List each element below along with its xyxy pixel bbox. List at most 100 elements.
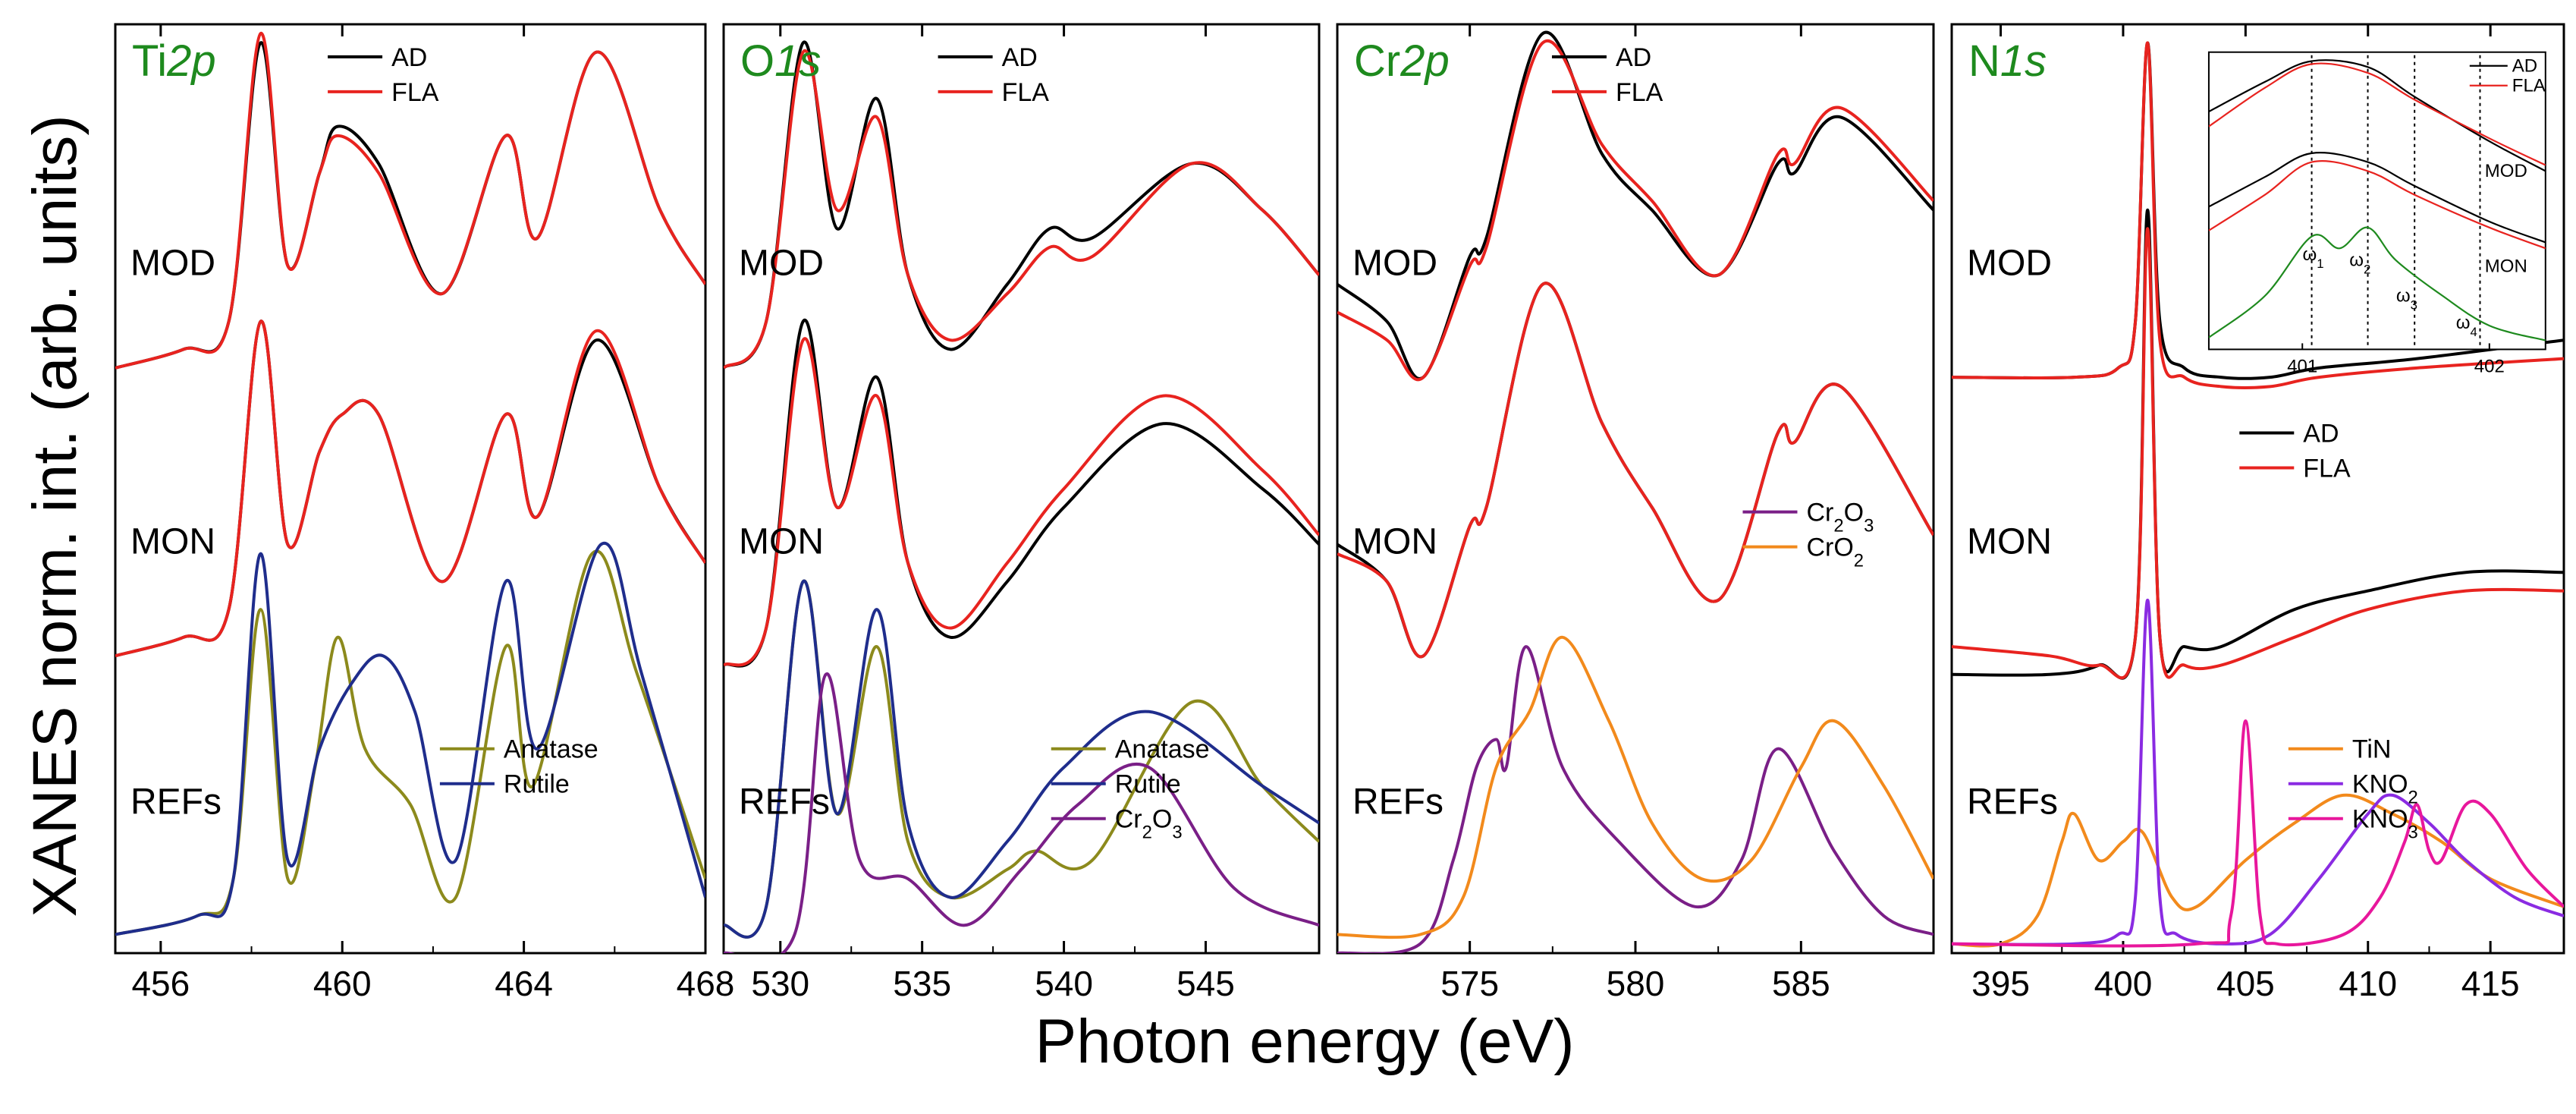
panel-n: 395 400 405 410 415N1sMODMONREFsADFLATiNKNO2…: [1950, 23, 2565, 1003]
row-label-mon: MON: [130, 522, 215, 562]
series-mon-ad: [1337, 282, 1934, 659]
x-tick-label: 460: [313, 964, 372, 1003]
series-mod-fla: [1952, 41, 2564, 389]
row-label-refs: REFs: [1352, 782, 1444, 822]
legend-0: AD FLA: [2239, 420, 2351, 483]
legend-entry-rutile: Rutile: [504, 770, 570, 799]
x-tick-label: 585: [1772, 964, 1830, 1003]
legend-0: AD FLA: [328, 43, 439, 107]
legend-entry-tin: TiN: [2352, 735, 2392, 764]
inset-omega-label: ω3: [2396, 286, 2417, 313]
series-rutile: [115, 541, 705, 936]
series-mon-fla: [724, 337, 1319, 667]
row-label-mod: MOD: [1352, 243, 1437, 283]
legend-entry-ad: AD: [1002, 43, 1038, 72]
y-axis-title: XANES norm. int. (arb. units): [20, 115, 90, 917]
legend-entry-anatase: Anatase: [504, 735, 598, 764]
panel-frame: [114, 23, 707, 955]
series-tin: [1952, 793, 2564, 948]
x-tick-label: 535: [893, 964, 951, 1003]
x-tick-label: 456: [131, 964, 190, 1003]
legend-entry-fla: FLA: [1616, 78, 1663, 107]
inset-row-label-mod: MOD: [2485, 161, 2527, 181]
edge-label: O1s: [740, 36, 821, 86]
row-label-mon: MON: [739, 522, 824, 562]
inset-x-tick-label: 401: [2287, 356, 2317, 376]
legend-entry-cr2o3: Cr2O3: [1806, 499, 1874, 537]
series-group: [724, 40, 1319, 953]
inset-omega-label: ω2: [2349, 250, 2370, 277]
edge-label: Cr2p: [1354, 36, 1450, 86]
panel-ti: 456 460 464 468 Ti2p MOD MON REFs AD FLA Anatase Ru…: [114, 23, 735, 1003]
x-tick-label: 468: [677, 964, 735, 1003]
x-tick-label: 580: [1607, 964, 1665, 1003]
legend-entry-cro2: CrO2: [1806, 533, 1864, 571]
panels-group: 456 460 464 468Ti2pMODMONREFsADFLAAnataseRu…: [114, 23, 2565, 1003]
row-label-mon: MON: [1352, 522, 1437, 562]
legend-entry-cr2o3: Cr2O3: [1115, 805, 1183, 843]
legend-0: AD FLA: [1551, 43, 1663, 107]
x-tick-label: 545: [1176, 964, 1235, 1003]
row-label-mod: MOD: [1967, 243, 2052, 283]
x-tick-label: 540: [1035, 964, 1093, 1003]
legend-1: Anatase Rutile: [439, 735, 598, 799]
inset-legend-fla: FLA: [2512, 76, 2546, 96]
legend-entry-fla: FLA: [2303, 455, 2351, 483]
series-cr2o3: [724, 672, 1319, 953]
inset-frame: [2207, 51, 2546, 351]
inset-legend-ad: AD: [2512, 56, 2537, 77]
x-tick-label: 464: [495, 964, 553, 1003]
series-mon-fla: [1337, 282, 1934, 659]
x-tick-label: 410: [2339, 964, 2397, 1003]
edge-label: Ti2p: [132, 36, 216, 86]
series-mon-fla: [115, 319, 705, 658]
x-tick-label: 400: [2094, 964, 2153, 1003]
legend-entry-ad: AD: [2303, 420, 2339, 448]
inset-series-inset-mod-fla: [2208, 62, 2546, 166]
row-label-refs: REFs: [1967, 782, 2058, 822]
series-rutile: [724, 579, 1319, 939]
legend-entry-kno3: KNO3: [2352, 805, 2418, 843]
series-cro2: [1337, 635, 1934, 939]
series-anatase: [115, 549, 705, 936]
inset-series-inset-mon-ad: [2208, 152, 2546, 244]
row-label-mon: MON: [1967, 522, 2052, 562]
legend-0: AD FLA: [938, 43, 1050, 107]
series-kno2: [1952, 598, 2564, 946]
series-mod-fla: [1337, 39, 1934, 381]
inset-row-label-mon: MON: [2485, 256, 2527, 277]
inset-series-group: [2208, 59, 2546, 341]
row-label-refs: REFs: [130, 782, 221, 822]
legend-entry-anatase: Anatase: [1115, 735, 1210, 764]
legend-entry-ad: AD: [391, 43, 427, 72]
series-cr2o3: [1337, 645, 1934, 953]
legend-1: Anatase Rutile Cr2O3: [1051, 735, 1210, 843]
x-tick-label: 405: [2216, 964, 2275, 1003]
inset-series-inset-ref: [2208, 226, 2546, 341]
inset-omega-label: ω1: [2303, 244, 2324, 271]
series-mod-fla: [115, 32, 705, 370]
legend-entry-fla: FLA: [391, 78, 439, 107]
inset-series-inset-mon-fla: [2208, 160, 2546, 250]
series-kno3: [1952, 719, 2564, 948]
x-tick-label: 530: [751, 964, 809, 1003]
legend-entry-kno2: KNO2: [2352, 770, 2418, 808]
inset-omega-label: ω4: [2456, 313, 2477, 339]
panel-frame: [1950, 23, 2565, 955]
series-mon-fla: [1952, 227, 2564, 680]
x-axis-title: Photon energy (eV): [1035, 1007, 1574, 1076]
panel-frame: [722, 23, 1321, 955]
inset-series-inset-mod-ad: [2208, 59, 2546, 172]
series-group: [115, 32, 705, 936]
legend-entry-ad: AD: [1616, 43, 1651, 72]
legend-entry-fla: FLA: [1002, 78, 1050, 107]
series-mod-fla: [724, 49, 1319, 370]
x-tick-label: 415: [2461, 964, 2520, 1003]
legend-entry-rutile: Rutile: [1115, 770, 1181, 799]
series-group: [1952, 41, 2564, 948]
